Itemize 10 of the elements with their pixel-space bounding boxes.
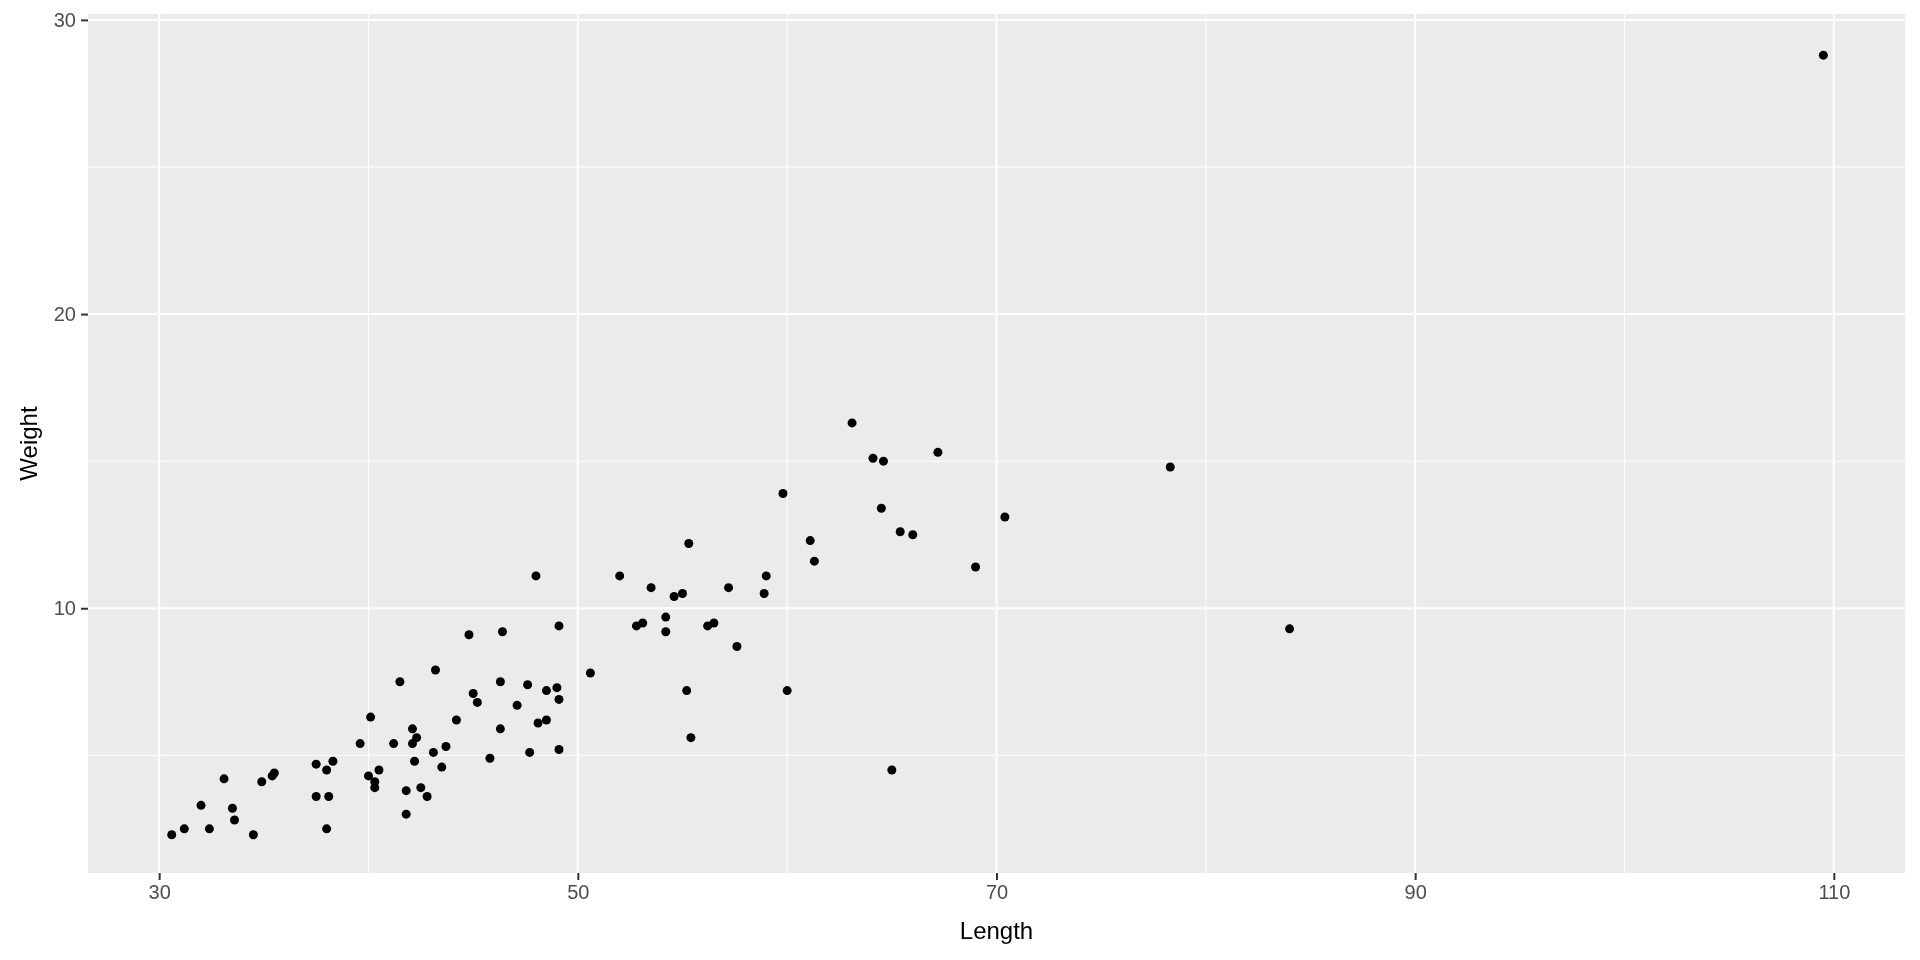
y-tick-label: 20 bbox=[53, 302, 76, 325]
x-tick-label: 50 bbox=[567, 881, 590, 904]
y-tick-label: 10 bbox=[53, 597, 76, 620]
y-axis-title: Weight bbox=[14, 406, 42, 481]
x-tick-label: 70 bbox=[985, 881, 1009, 904]
x-axis-title: Length bbox=[959, 917, 1034, 944]
x-tick-label: 110 bbox=[1818, 881, 1851, 904]
x-tick-label: 30 bbox=[148, 881, 171, 904]
x-tick-label: 90 bbox=[1404, 881, 1427, 904]
y-tick-label: 30 bbox=[53, 8, 76, 31]
